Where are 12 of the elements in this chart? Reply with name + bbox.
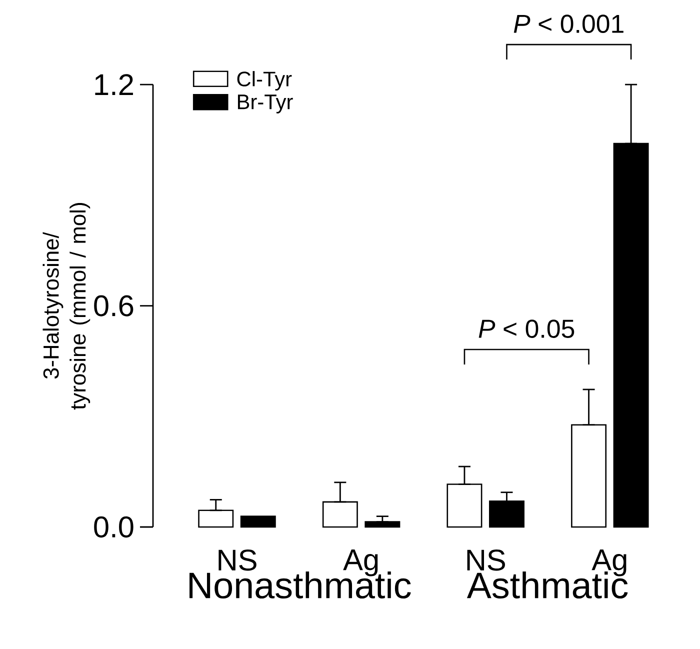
legend-label: Br-Tyr — [238, 94, 293, 114]
x-tick-label: NS — [218, 550, 256, 571]
legend-label: Cl-Tyr — [237, 71, 292, 91]
bar — [240, 516, 276, 528]
y-tick-label: 0.6 — [94, 295, 134, 316]
y-axis-title: 3-Halotyrosine/ tyrosine (mmol / mol) — [42, 203, 90, 410]
y-tick-label: 1.2 — [95, 74, 133, 95]
x-tick-label: NS — [467, 550, 505, 571]
y-tick-label: 0.0 — [94, 516, 134, 538]
text: P < 0.001 — [514, 14, 624, 34]
annotation: P < 0.05 — [478, 320, 574, 338]
bar — [364, 521, 400, 528]
